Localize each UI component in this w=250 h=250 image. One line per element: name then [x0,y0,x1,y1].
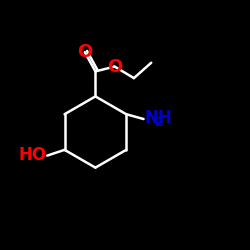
Text: 2: 2 [155,116,164,129]
Text: O: O [107,58,122,76]
Text: HO: HO [18,146,46,164]
Text: O: O [77,43,92,61]
Text: NH: NH [144,109,172,127]
